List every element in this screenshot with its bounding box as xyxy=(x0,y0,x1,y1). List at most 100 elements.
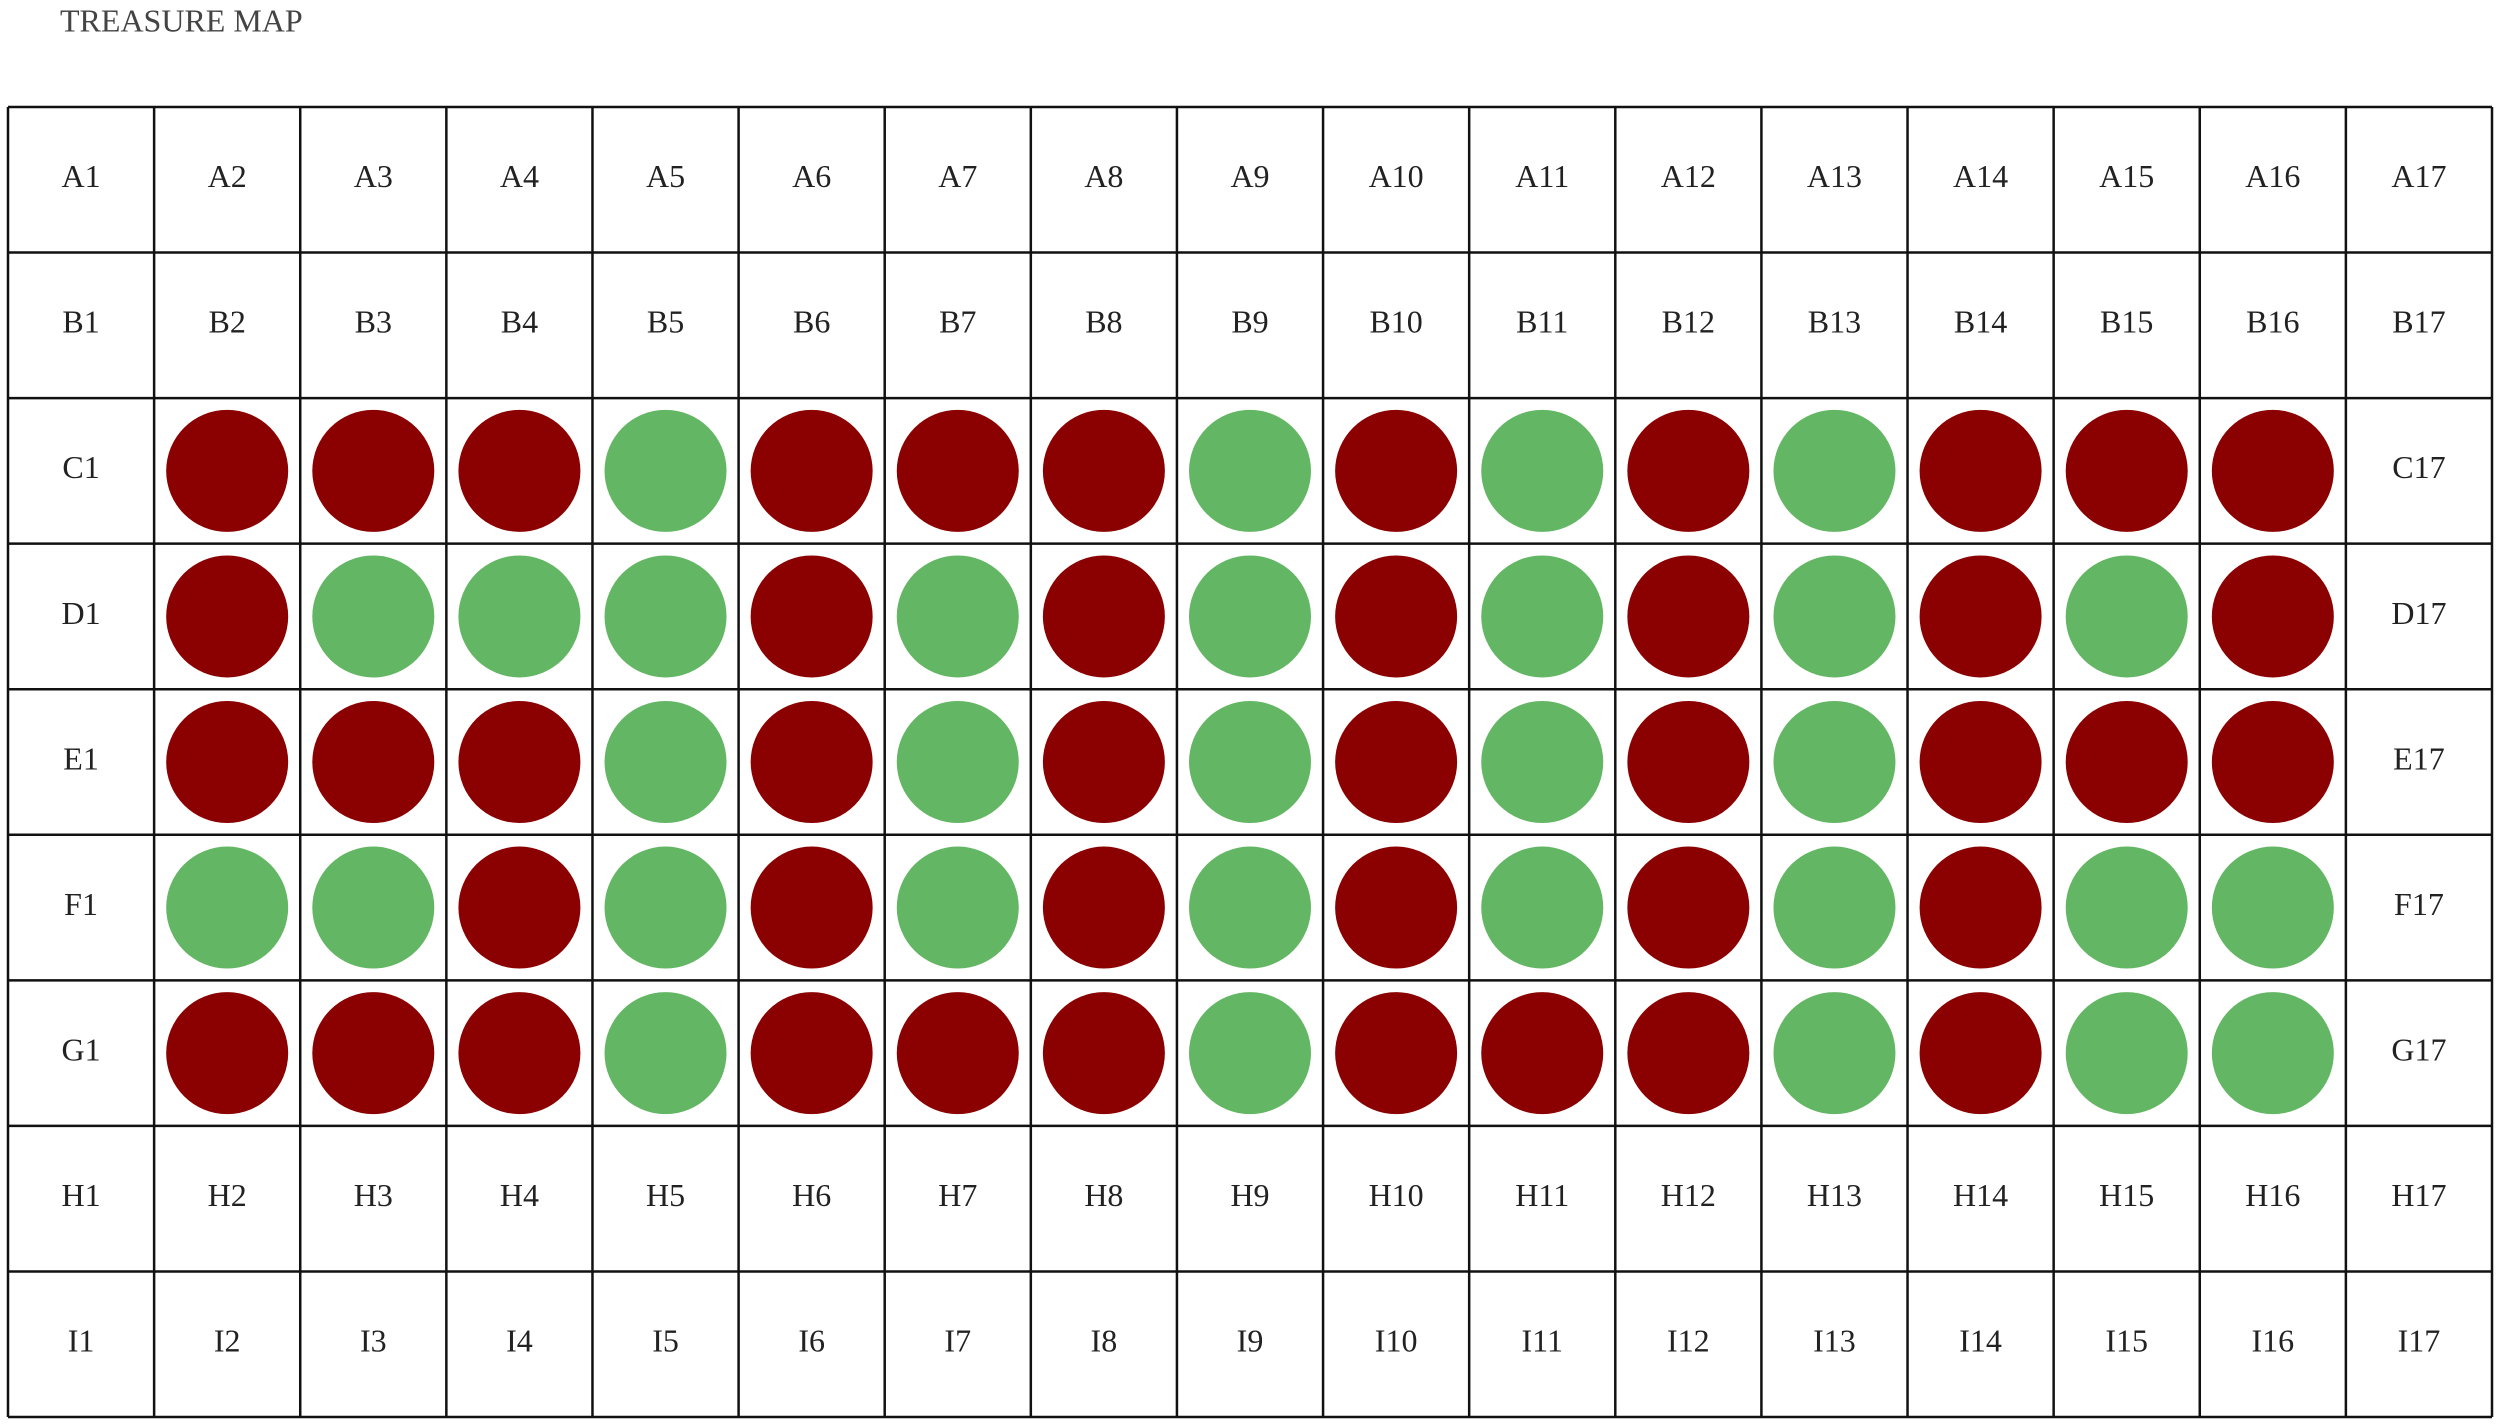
cell-label: H12 xyxy=(1661,1177,1716,1213)
cell-label: I13 xyxy=(1813,1323,1856,1359)
marker xyxy=(1042,992,1165,1115)
cell-label: D17 xyxy=(2391,595,2446,631)
marker xyxy=(2211,555,2334,678)
cell-label: B1 xyxy=(62,304,99,340)
cell-label: G1 xyxy=(62,1031,101,1067)
marker xyxy=(1189,846,1311,969)
marker xyxy=(1335,701,1458,823)
cell-label: I12 xyxy=(1667,1323,1710,1359)
marker xyxy=(1189,555,1311,678)
marker xyxy=(2211,409,2334,532)
cell-label: H11 xyxy=(1515,1177,1569,1213)
cell-label: A5 xyxy=(646,158,685,194)
marker xyxy=(1627,846,1750,969)
marker xyxy=(1919,555,2042,678)
marker xyxy=(458,992,581,1115)
marker xyxy=(604,701,727,823)
marker xyxy=(896,555,1019,678)
cell-label: B17 xyxy=(2392,304,2445,340)
cell-label: B4 xyxy=(501,304,538,340)
cell-label: H14 xyxy=(1953,1177,2008,1213)
cell-label: A6 xyxy=(792,158,831,194)
cell-label: H7 xyxy=(938,1177,977,1213)
marker xyxy=(1189,409,1311,532)
cell-label: H8 xyxy=(1084,1177,1123,1213)
cell-label: C1 xyxy=(62,449,99,485)
marker xyxy=(458,555,581,678)
cell-label: H4 xyxy=(500,1177,539,1213)
marker xyxy=(166,992,289,1115)
cell-label: H5 xyxy=(646,1177,685,1213)
cell-label: A1 xyxy=(62,158,101,194)
cell-label: I5 xyxy=(652,1323,679,1359)
cell-label: E17 xyxy=(2393,740,2445,776)
cell-label: B14 xyxy=(1954,304,2007,340)
cell-label: B7 xyxy=(939,304,976,340)
cell-label: B11 xyxy=(1516,304,1568,340)
marker xyxy=(750,846,873,969)
marker xyxy=(1042,555,1165,678)
marker xyxy=(1773,701,1896,823)
cell-label: I8 xyxy=(1091,1323,1118,1359)
cell-label: A2 xyxy=(208,158,247,194)
cell-label: B12 xyxy=(1662,304,1715,340)
marker xyxy=(1627,992,1750,1115)
cell-label: H15 xyxy=(2099,1177,2154,1213)
marker xyxy=(1481,846,1604,969)
marker xyxy=(896,701,1019,823)
cell-label: B10 xyxy=(1369,304,1422,340)
cell-label: I16 xyxy=(2251,1323,2294,1359)
cell-label: A16 xyxy=(2245,158,2300,194)
marker xyxy=(1773,555,1896,678)
cell-label: A7 xyxy=(938,158,977,194)
cell-label: I1 xyxy=(68,1323,95,1359)
cell-label: E1 xyxy=(63,740,99,776)
marker xyxy=(2065,555,2188,678)
marker xyxy=(166,409,289,532)
cell-label: A8 xyxy=(1084,158,1123,194)
cell-label: I11 xyxy=(1522,1323,1563,1359)
marker xyxy=(1919,846,2042,969)
cell-label: I7 xyxy=(944,1323,971,1359)
cell-label: I4 xyxy=(506,1323,533,1359)
marker xyxy=(1627,409,1750,532)
marker xyxy=(312,409,435,532)
cell-label: A15 xyxy=(2099,158,2154,194)
marker xyxy=(750,992,873,1115)
cell-label: H3 xyxy=(354,1177,393,1213)
marker xyxy=(1773,409,1896,532)
cell-label: A3 xyxy=(354,158,393,194)
cell-label: A13 xyxy=(1807,158,1862,194)
cell-label: H10 xyxy=(1369,1177,1424,1213)
cell-label: H1 xyxy=(62,1177,101,1213)
cell-label: H9 xyxy=(1230,1177,1269,1213)
marker xyxy=(1042,409,1165,532)
marker xyxy=(1481,701,1604,823)
cell-label: I2 xyxy=(214,1323,241,1359)
marker xyxy=(2211,992,2334,1115)
marker xyxy=(1042,701,1165,823)
marker xyxy=(1335,409,1458,532)
cell-label: H13 xyxy=(1807,1177,1862,1213)
marker xyxy=(604,409,727,532)
cell-label: H17 xyxy=(2391,1177,2446,1213)
cell-label: B16 xyxy=(2246,304,2299,340)
cell-label: B8 xyxy=(1085,304,1122,340)
cell-label: I10 xyxy=(1375,1323,1418,1359)
marker xyxy=(2065,701,2188,823)
marker xyxy=(604,992,727,1115)
cell-label: A4 xyxy=(500,158,539,194)
marker xyxy=(604,555,727,678)
marker xyxy=(2065,992,2188,1115)
cell-label: C17 xyxy=(2392,449,2445,485)
cell-label: B6 xyxy=(793,304,830,340)
marker xyxy=(312,701,435,823)
cell-label: B15 xyxy=(2100,304,2153,340)
marker xyxy=(750,555,873,678)
cell-label: I14 xyxy=(1959,1323,2002,1359)
marker xyxy=(166,555,289,678)
cell-label: D1 xyxy=(62,595,101,631)
marker xyxy=(1773,846,1896,969)
marker xyxy=(312,555,435,678)
